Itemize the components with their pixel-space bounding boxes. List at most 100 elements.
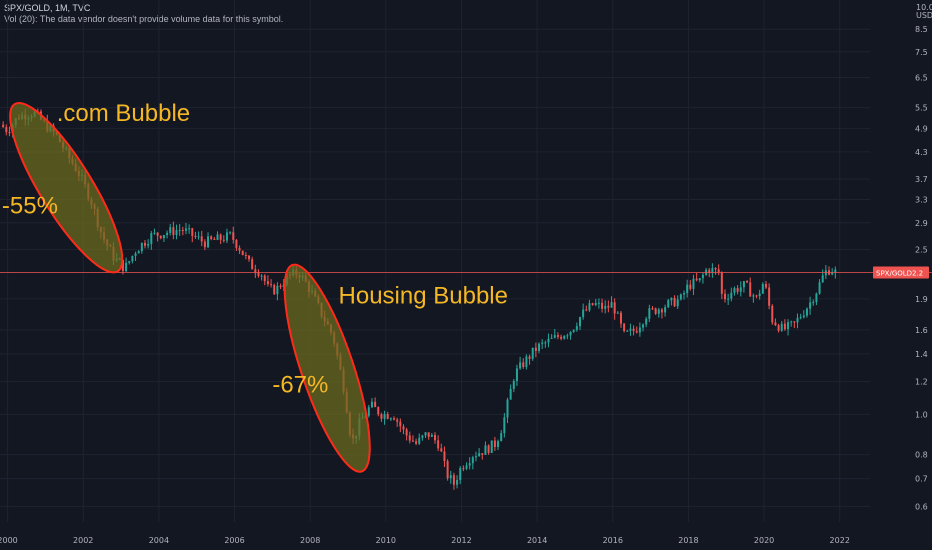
candle-down [248, 255, 251, 260]
candle-down [393, 418, 396, 420]
candle-up [664, 307, 667, 313]
candle-down [427, 432, 430, 437]
price-tick-label: 3.7 [915, 175, 928, 184]
candle-up [383, 414, 386, 419]
annotation-label: -55% [2, 193, 58, 220]
candle-up [667, 300, 670, 308]
last-price-badge-bg [873, 266, 929, 279]
price-tick-label: 1.9 [915, 295, 928, 304]
candle-down [724, 293, 726, 300]
candle-down [257, 272, 260, 276]
candle-down [254, 269, 257, 273]
candle-up [686, 284, 689, 294]
candle-up [821, 275, 824, 283]
candle-down [651, 308, 654, 310]
candle-down [194, 235, 197, 237]
candle-up [597, 302, 600, 304]
time-axis[interactable]: 2000 2002 2004 2006 2008 2010 2012 2014 2016 2018… [0, 536, 850, 545]
candle-up [802, 315, 805, 318]
candle-up [742, 281, 745, 288]
candle-up [550, 337, 553, 339]
time-tick-label: 2016 [603, 536, 623, 545]
price-tick-label: 0.6 [915, 502, 928, 511]
volume-note: Vol (20): The data vendor doesn't provid… [4, 14, 284, 24]
candle-up [541, 342, 544, 344]
price-tick-label: 1.0 [915, 410, 928, 419]
candle-up [153, 232, 156, 234]
highlight-ellipses [9, 101, 371, 473]
candle-down [714, 268, 717, 270]
candle-up [645, 318, 648, 325]
candle-down [673, 297, 676, 307]
price-axis[interactable]: 0.6 0.7 0.8 1.0 1.2 1.4 1.6 1.9 2.2 2.5 2.9 3.3 3.7 4… [915, 25, 928, 511]
candle-down [396, 419, 399, 422]
candle-up [260, 275, 263, 277]
candle-up [197, 236, 200, 238]
candle-up [456, 480, 459, 485]
candle-up [648, 308, 651, 319]
price-tick-label: 8.5 [915, 25, 928, 34]
candle-up [610, 302, 613, 308]
candle-up [575, 326, 578, 330]
candle-up [604, 305, 607, 309]
candle-down [528, 356, 531, 359]
candle-down [720, 272, 723, 294]
candle-up [566, 335, 569, 337]
candle-up [692, 278, 695, 289]
candle-down [241, 250, 244, 255]
candle-down [200, 236, 203, 242]
candle-down [717, 269, 720, 273]
candle-up [449, 475, 452, 479]
candle-up [679, 294, 682, 300]
candle-down [273, 284, 276, 295]
last-price-badge-value: 2.2 [912, 270, 923, 278]
candle-up [478, 453, 481, 457]
candle-up [229, 232, 232, 234]
candle-down [238, 247, 241, 251]
time-tick-label: 2004 [149, 536, 169, 545]
price-tick-label: 6.5 [915, 74, 928, 83]
annotations: .com Bubble -55% Housing Bubble -67% [2, 100, 508, 398]
chart-symbol-label: SPX/GOLD, 1M, TVC [4, 3, 91, 13]
candle-up [225, 232, 228, 241]
candle-down [654, 308, 657, 314]
candle-up [790, 321, 793, 323]
candle-down [774, 322, 777, 326]
price-tick-label: 3.3 [915, 196, 928, 205]
time-tick-label: 2006 [224, 536, 244, 545]
candle-up [276, 285, 279, 295]
candle-down [279, 285, 282, 288]
candle-up [512, 381, 515, 389]
candle-up [188, 228, 191, 230]
candle-down [415, 441, 418, 444]
time-tick-label: 2012 [451, 536, 471, 545]
candle-up [418, 437, 421, 444]
candle-up [503, 417, 506, 434]
candle-up [137, 251, 140, 254]
candle-down [689, 284, 692, 289]
candle-up [389, 418, 392, 420]
candle-down [768, 287, 771, 306]
time-tick-label: 2014 [527, 536, 547, 545]
candle-down [534, 347, 537, 351]
candle-up [166, 232, 169, 236]
candle-down [556, 335, 559, 337]
candle-up [134, 253, 137, 256]
candle-down [613, 302, 616, 314]
candle-up [531, 347, 534, 359]
candle-down [408, 435, 411, 441]
last-price-badge: SPX/GOLD 2.2 [873, 266, 929, 279]
candle-down [708, 269, 711, 274]
time-tick-label: 2008 [300, 536, 320, 545]
candle-down [222, 239, 225, 241]
candle-up [676, 299, 679, 307]
candle-up [787, 322, 790, 330]
candle-down [749, 282, 752, 297]
candle-up [698, 278, 701, 281]
candle-down [585, 309, 588, 311]
candle-up [525, 356, 528, 368]
candle-down [386, 414, 389, 419]
candle-down [771, 305, 774, 323]
candle-up [465, 465, 468, 469]
